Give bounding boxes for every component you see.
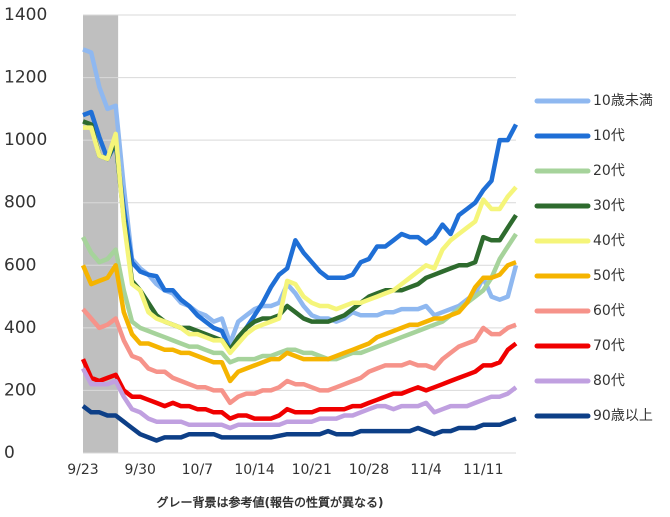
caption: グレー背景は参考値(報告の性質が異なる) (157, 495, 384, 510)
series-line (82, 47, 519, 346)
series-line (82, 109, 518, 353)
series-line (81, 232, 518, 365)
series-line (82, 119, 518, 353)
y-tick-label: 600 (4, 255, 36, 275)
series-line (81, 404, 517, 443)
legend-label: 20代 (593, 163, 625, 179)
y-tick-label: 800 (4, 193, 36, 213)
x-tick-label: 10/7 (182, 462, 213, 478)
y-tick-label: 400 (4, 318, 36, 338)
y-tick-label: 1000 (4, 130, 47, 150)
legend-label: 50代 (593, 268, 625, 284)
series-line (80, 260, 517, 384)
legend-label: 60代 (593, 303, 625, 319)
legend-label: 80代 (593, 373, 625, 389)
y-tick-label: 0 (4, 443, 15, 463)
legend-label: 90歳以上 (593, 408, 653, 424)
series-line (81, 367, 518, 431)
legend-label: 40代 (593, 233, 625, 249)
legend-label: 10代 (593, 128, 625, 144)
x-tick-label: 10/21 (292, 462, 332, 478)
series-line (83, 125, 518, 356)
legend-label: 10歳未満 (593, 93, 653, 109)
x-tick-label: 11/4 (410, 462, 442, 478)
legend-label: 30代 (593, 198, 625, 214)
x-tick-label: 10/14 (234, 462, 274, 478)
series-line (80, 341, 518, 421)
x-tick-label: 11/11 (463, 462, 503, 478)
series-line (81, 307, 517, 406)
x-tick-label: 9/23 (67, 462, 98, 478)
x-tick-label: 9/30 (124, 462, 155, 478)
y-tick-label: 1400 (4, 5, 47, 25)
reference-band (83, 15, 119, 453)
x-tick-label: 10/28 (349, 462, 389, 478)
y-tick-label: 200 (4, 380, 36, 400)
y-tick-label: 1200 (4, 68, 47, 88)
legend-label: 70代 (593, 338, 625, 354)
